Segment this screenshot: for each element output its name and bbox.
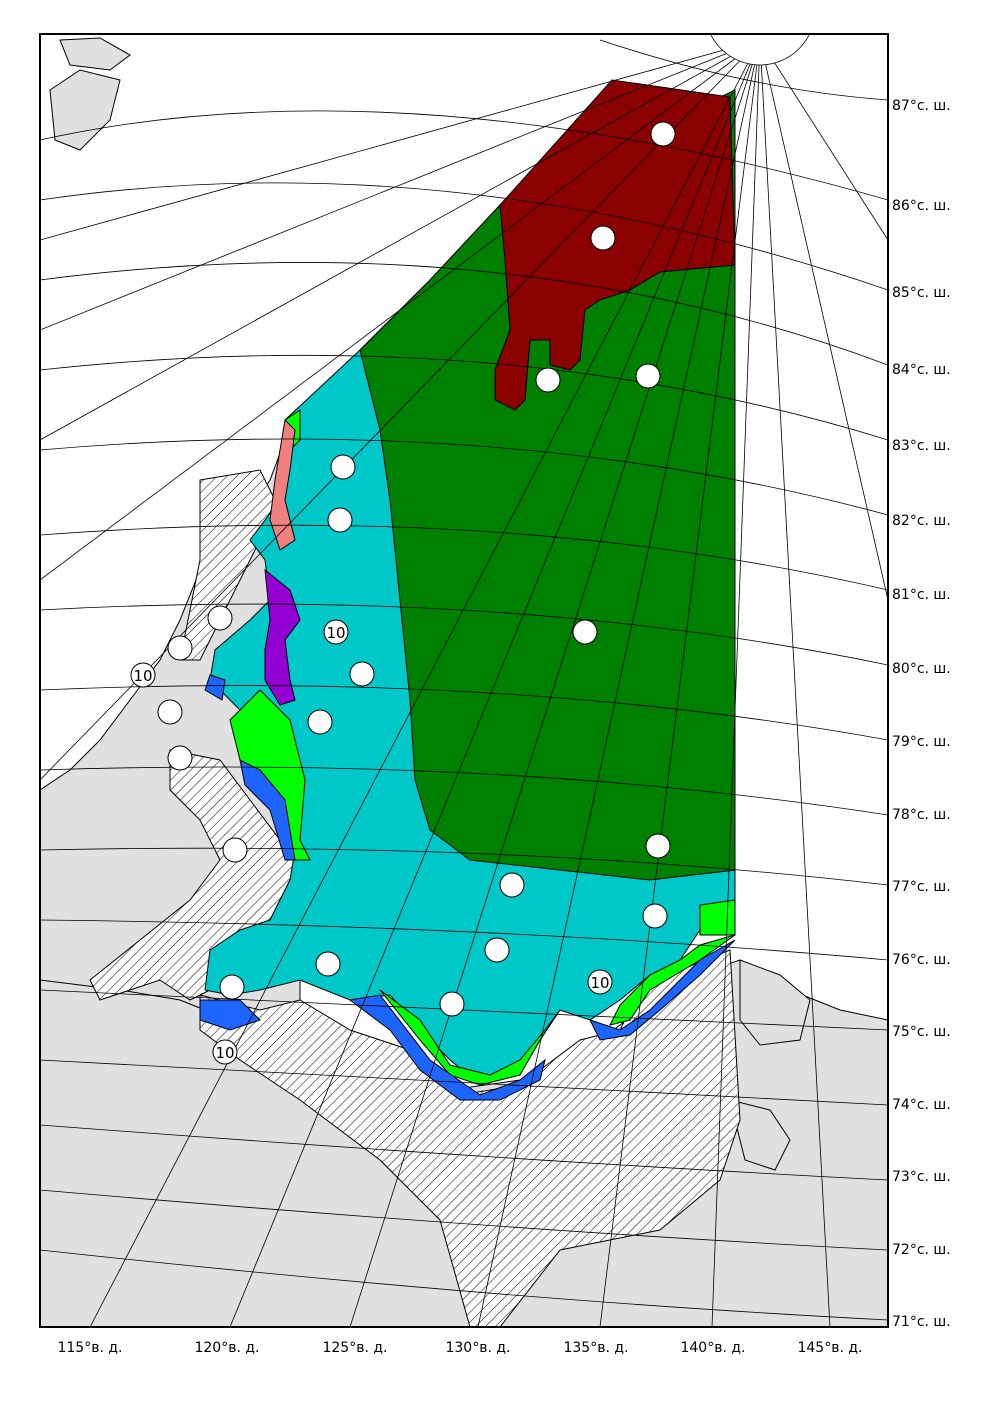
longitude-label: 115°в. д. [57,1340,122,1356]
meridian-grid [40,39,888,1327]
latitude-label: 72°с. ш. [892,1242,951,1258]
latitude-label: 83°с. ш. [892,438,951,454]
egg-code-symbol [167,745,193,771]
latitude-labels: 87°с. ш. 86°с. ш. 85°с. ш. 84°с. ш. 83°с… [892,98,951,1330]
egg-code-symbol [167,635,193,661]
longitude-label: 125°в. д. [322,1340,387,1356]
ice-zone-very-old [494,79,736,411]
concentration-markers: 10 10 10 10 [130,619,613,1065]
latitude-label: 85°с. ш. [892,285,951,301]
latitude-label: 78°с. ш. [892,807,951,823]
egg-code-symbol [219,974,245,1000]
concentration-marker: 10 [590,974,609,992]
egg-code-symbol [349,661,375,687]
latitude-label: 86°с. ш. [892,198,951,214]
egg-code-symbol [499,872,525,898]
longitude-label: 145°в. д. [797,1340,862,1356]
land-severnaya-zemlya [49,69,121,151]
egg-code-symbol [650,121,676,147]
egg-code-symbol [439,991,465,1017]
latitude-label: 81°с. ш. [892,587,951,603]
egg-code-symbol [642,903,668,929]
longitude-label: 135°в. д. [563,1340,628,1356]
concentration-marker: 10 [326,624,345,642]
egg-code-symbol [535,367,561,393]
latitude-label: 76°с. ш. [892,952,951,968]
longitude-label: 120°в. д. [194,1340,259,1356]
egg-code-symbol [645,833,671,859]
latitude-label: 77°с. ш. [892,879,951,895]
map-border [39,33,889,1328]
fast-ice-laptev-south [199,949,741,1327]
longitude-label: 130°в. д. [445,1340,510,1356]
latitude-label: 71°с. ш. [892,1314,951,1330]
egg-code-symbol [157,699,183,725]
latitude-label: 74°с. ш. [892,1097,951,1113]
concentration-marker: 10 [215,1044,234,1062]
egg-code-symbol [590,225,616,251]
concentration-marker: 10 [133,667,152,685]
longitude-label: 140°в. д. [680,1340,745,1356]
egg-code-symbols [157,121,676,1017]
latitude-label: 82°с. ш. [892,513,951,529]
ice-zone-first-year-medium-east [699,899,736,936]
latitude-label: 73°с. ш. [892,1169,951,1185]
latitude-label: 87°с. ш. [892,98,951,114]
egg-code-symbol [307,709,333,735]
egg-code-symbol [207,605,233,631]
land-island-east [729,1099,791,1171]
longitude-labels: 115°в. д. 120°в. д. 125°в. д. 130°в. д. … [57,1340,862,1356]
ice-zone-first-year-thin [199,674,736,1101]
ice-zone-nilas [269,418,296,551]
latitude-label: 80°с. ш. [892,661,951,677]
egg-code-symbol [315,951,341,977]
latitude-label: 75°с. ш. [892,1024,951,1040]
egg-code-symbol [635,363,661,389]
latitude-label: 84°с. ш. [892,362,951,378]
latitude-label: 79°с. ш. [892,734,951,750]
land-islet-nw [59,37,131,71]
latitude-grid [40,39,888,1321]
egg-code-symbol [327,507,353,533]
egg-code-symbol [572,619,598,645]
pole-circle [710,34,810,66]
egg-code-symbol [484,937,510,963]
egg-code-symbol [330,454,356,480]
egg-code-symbol [222,837,248,863]
